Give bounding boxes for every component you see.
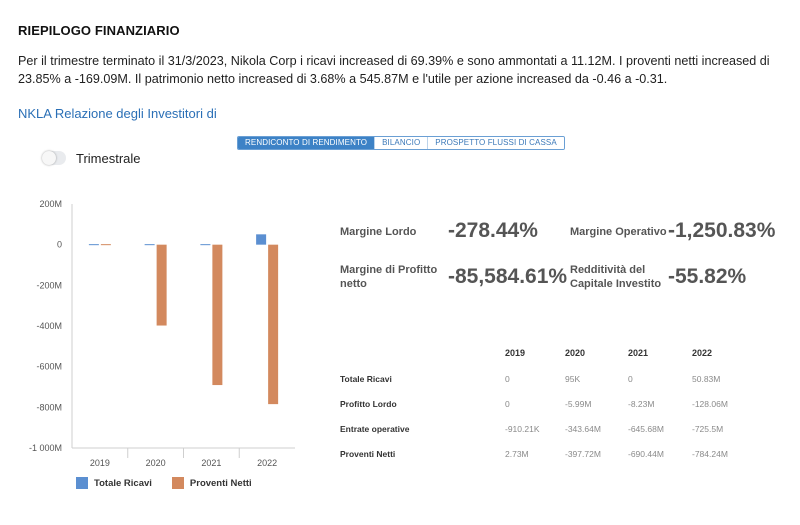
legend-label-net-income: Proventi Netti	[189, 477, 252, 489]
table-cell: 0	[505, 398, 510, 409]
x-tick-label: 2019	[90, 458, 110, 468]
table-cell: -690.44M	[628, 448, 664, 459]
table-cell: -343.64M	[565, 423, 601, 434]
tab-balance-sheet[interactable]: BILANCIO	[374, 137, 428, 149]
quarterly-toggle-label: Trimestrale	[76, 151, 141, 166]
tab-income-statement[interactable]: RENDICONTO DI RENDIMENTO	[238, 137, 375, 149]
y-tick-label: -600M	[36, 362, 62, 372]
table-row: Profitto Lordo 0 -5.99M -8.23M -128.06M	[340, 391, 780, 416]
table-cell: 95K	[565, 373, 581, 384]
table-row: Proventi Netti 2.73M -397.72M -690.44M -…	[340, 441, 780, 466]
bar-net-income	[156, 244, 167, 326]
y-tick-label: -200M	[36, 280, 62, 290]
bar-total-revenue	[88, 244, 99, 246]
bar-total-revenue	[144, 244, 155, 246]
y-tick-label: -800M	[36, 402, 62, 412]
net-margin-label-line2: netto	[340, 278, 367, 290]
roic-label-line1: Redditività del	[570, 264, 646, 276]
table-cell: -128.06M	[692, 398, 728, 409]
legend-net-income[interactable]: Proventi Netti	[171, 477, 252, 489]
operating-margin-label: Margine Operativo	[570, 226, 667, 238]
bar-net-income	[100, 244, 111, 246]
table-row-label: Totale Ricavi	[340, 373, 392, 384]
table-header-row: 2019 2020 2021 2022	[340, 340, 780, 366]
table-cell: 0	[505, 373, 510, 384]
table-cell: 2.73M	[505, 448, 529, 459]
table-cell: -645.68M	[628, 423, 664, 434]
table-row: Entrate operative -910.21K -343.64M -645…	[340, 416, 780, 441]
legend-total-revenue[interactable]: Totale Ricavi	[76, 477, 152, 489]
table-cell: -725.5M	[692, 423, 724, 434]
net-margin-label-line1: Margine di Profitto	[340, 264, 438, 276]
table-cell: -784.24M	[692, 448, 728, 459]
summary-text: Per il trimestre terminato il 31/3/2023,…	[18, 54, 770, 86]
legend-label-revenue: Totale Ricavi	[94, 477, 152, 489]
statement-tabs: RENDICONTO DI RENDIMENTO BILANCIO PROSPE…	[237, 136, 565, 150]
roic-value: -55.82%	[668, 265, 747, 288]
tab-cash-flow[interactable]: PROSPETTO FLUSSI DI CASSA	[427, 137, 564, 149]
gross-margin-label: Margine Lordo	[340, 226, 417, 238]
gross-margin-value: -278.44%	[448, 219, 538, 242]
y-tick-label: 200M	[39, 199, 62, 209]
financial-table: 2019 2020 2021 2022 Totale Ricavi 0 95K …	[340, 340, 780, 466]
x-tick-label: 2021	[201, 458, 221, 468]
legend-swatch-net-income	[171, 477, 184, 489]
x-tick-label: 2020	[146, 458, 166, 468]
x-tick-label: 2022	[257, 458, 277, 468]
quarterly-toggle[interactable]	[42, 151, 66, 165]
toggle-knob	[42, 151, 56, 165]
operating-margin-value: -1,250.83%	[668, 219, 776, 242]
bar-total-revenue	[256, 234, 267, 245]
roic-label-line2: Capitale Investito	[570, 278, 662, 290]
financial-bar-chart: 200M 0 -200M -400M -600M -800M -1 000M 2019 2020…	[29, 199, 295, 468]
table-row-label: Proventi Netti	[340, 448, 396, 459]
bar-net-income	[268, 244, 279, 405]
table-cell: -8.23M	[628, 398, 655, 409]
table-row-label: Entrate operative	[340, 423, 410, 434]
bar-total-revenue	[200, 244, 211, 246]
table-header-year: 2019	[505, 348, 526, 358]
table-row-label: Profitto Lordo	[340, 398, 397, 409]
chart-legend: Totale Ricavi Proventi Netti	[76, 477, 252, 489]
legend-swatch-revenue	[76, 477, 88, 489]
bar-net-income	[212, 244, 223, 386]
table-cell: -910.21K	[505, 423, 540, 434]
roic-label: Redditività del Capitale Investito	[570, 263, 661, 291]
net-margin-label: Margine di Profitto netto	[340, 263, 437, 291]
table-row: Totale Ricavi 0 95K 0 50.83M	[340, 366, 780, 391]
table-header-year: 2020	[565, 348, 586, 358]
table-cell: 0	[628, 373, 633, 384]
section-title: RIEPILOGO FINANZIARIO	[18, 23, 180, 38]
y-tick-label: -400M	[36, 321, 62, 331]
table-header-year: 2022	[692, 348, 713, 358]
y-tick-label: -1 000M	[29, 443, 62, 453]
y-tick-label: 0	[57, 240, 62, 250]
investor-relations-link[interactable]: NKLA Relazione degli Investitori di	[18, 106, 217, 121]
table-header-year: 2021	[628, 348, 649, 358]
table-cell: -397.72M	[565, 448, 601, 459]
table-cell: -5.99M	[565, 398, 592, 409]
net-margin-value: -85,584.61%	[448, 265, 568, 288]
table-cell: 50.83M	[692, 373, 721, 384]
table-header-blank	[340, 340, 505, 366]
